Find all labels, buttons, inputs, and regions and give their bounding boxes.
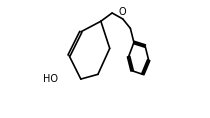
- Text: HO: HO: [43, 74, 58, 84]
- Text: O: O: [118, 7, 126, 17]
